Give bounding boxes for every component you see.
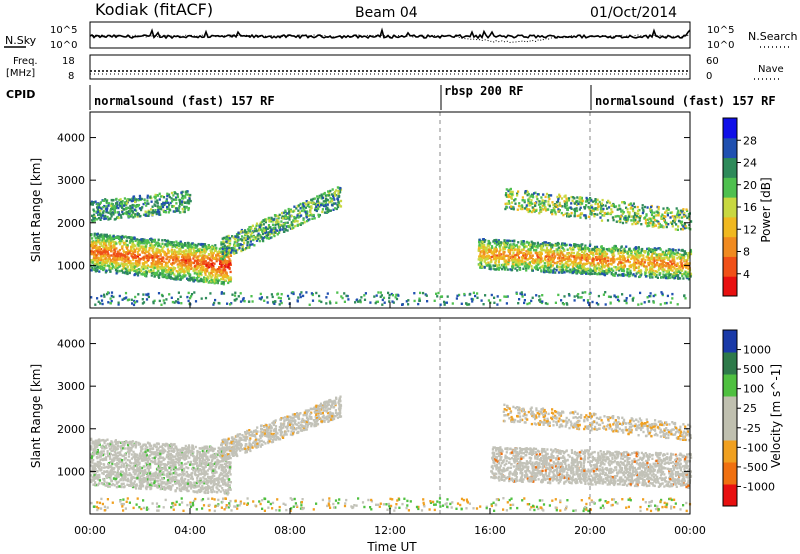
- power-colorbar-tick-5: 24: [743, 157, 757, 170]
- power-swatch-3: [723, 216, 737, 238]
- velocity-swatch-1: [723, 462, 737, 485]
- velocity-swatch-0: [723, 484, 737, 507]
- cpid-label: CPID: [6, 88, 35, 101]
- cpid-segment-3: normalsound (fast) 157 RF: [595, 94, 776, 108]
- velocity-colorbar-label: Velocity [m s^-1]: [769, 364, 783, 468]
- velocity-ytick-1: 2000: [57, 423, 85, 436]
- freq-panel: Freq. [MHz] 18 8 60 0 Nave: [6, 54, 784, 82]
- power-swatch-0: [723, 276, 737, 297]
- velocity-colorbar: 1000 500 100 25 -25 -100 -500 -1000: [722, 329, 775, 507]
- velocity-colorbar-tick-4: -25: [743, 422, 761, 435]
- velocity-swatch-7: [723, 330, 737, 353]
- velocity-swatch-3: [723, 418, 737, 441]
- velocity-band-late: [490, 446, 693, 489]
- power-band-late: [477, 238, 693, 281]
- freq-label: Freq.: [13, 56, 38, 67]
- power-swatch-8: [723, 118, 737, 139]
- power-colorbar-tick-6: 28: [743, 134, 757, 147]
- x-axis: 00:00 04:00 08:00 12:00 16:00 20:00 00:00: [74, 302, 706, 537]
- n-sky-tick-top: 10^5: [50, 25, 77, 36]
- nave-tick-top: 60: [706, 56, 719, 67]
- velocity-colorbar-tick-6: -500: [743, 461, 768, 474]
- x-tick-5: 20:00: [574, 524, 606, 537]
- freq-tick-top: 18: [62, 56, 75, 67]
- plot-title: Kodiak (fitACF): [95, 0, 213, 19]
- date-label: 01/Oct/2014: [590, 5, 677, 21]
- nave-label: Nave: [758, 64, 784, 75]
- velocity-band-early: [90, 437, 232, 496]
- power-colorbar-tick-1: 8: [743, 246, 750, 259]
- velocity-swatch-6: [723, 352, 737, 375]
- power-colorbar-label: Power [dB]: [759, 177, 773, 242]
- velocity-panel: 1000 2000 3000 4000 Slant Range [km]: [29, 317, 693, 515]
- velocity-arc: [220, 395, 343, 462]
- velocity-colorbar-tick-2: 100: [743, 383, 764, 396]
- noise-panel: N.Sky 10^5 10^0 10^5 10^0 N.Search: [4, 21, 798, 51]
- x-tick-1: 04:00: [174, 524, 206, 537]
- power-colorbar-tick-3: 16: [743, 201, 757, 214]
- cpid-segment-1: normalsound (fast) 157 RF: [94, 94, 275, 108]
- power-swatch-5: [723, 177, 737, 198]
- power-arc: [220, 186, 343, 261]
- velocity-colorbar-tick-7: -1000: [743, 480, 775, 493]
- velocity-swatch-5: [723, 374, 737, 397]
- velocity-colorbar-tick-0: 1000: [743, 344, 771, 357]
- n-search-tick-top: 10^5: [707, 25, 734, 36]
- power-band-early: [90, 232, 233, 286]
- power-colorbar-tick-2: 12: [743, 223, 757, 236]
- power-swatch-7: [723, 137, 737, 159]
- x-axis-label: Time UT: [366, 540, 417, 554]
- x-tick-0: 00:00: [74, 524, 106, 537]
- x-tick-3: 12:00: [374, 524, 406, 537]
- velocity-colorbar-tick-5: -100: [743, 441, 768, 454]
- power-ytick-3: 4000: [57, 132, 85, 145]
- power-arc-late: [504, 187, 693, 231]
- velocity-swatch-2: [723, 440, 737, 463]
- cpid-segment-2: rbsp 200 RF: [444, 84, 523, 98]
- n-sky-tick-bottom: 10^0: [50, 40, 77, 51]
- velocity-ytick-3: 4000: [57, 338, 85, 351]
- velocity-colorbar-tick-1: 500: [743, 363, 764, 376]
- power-ytick-0: 1000: [57, 259, 85, 272]
- power-colorbar: 4 8 12 16 20 24 28: [722, 117, 757, 297]
- noise-search-line: [90, 34, 691, 44]
- velocity-ylabel: Slant Range [km]: [29, 364, 43, 468]
- nave-tick-bottom: 0: [706, 71, 712, 82]
- velocity-ytick-2: 3000: [57, 380, 85, 393]
- power-ytick-1: 2000: [57, 217, 85, 230]
- x-tick-6: 00:00: [674, 524, 706, 537]
- velocity-swatch-4: [723, 396, 737, 419]
- freq-unit-label: [MHz]: [6, 68, 35, 79]
- velocity-arc-late: [502, 403, 692, 442]
- velocity-colorbar-tick-3: 25: [743, 402, 757, 415]
- power-speckle: [90, 291, 687, 307]
- power-ytick-2: 3000: [57, 174, 85, 187]
- noise-sky-line: [89, 27, 691, 40]
- velocity-ytick-0: 1000: [57, 465, 85, 478]
- power-colorbar-tick-4: 20: [743, 179, 757, 192]
- beam-label: Beam 04: [355, 5, 418, 21]
- x-tick-2: 08:00: [274, 524, 306, 537]
- n-search-tick-bottom: 10^0: [707, 40, 734, 51]
- power-swatch-6: [723, 157, 737, 178]
- n-sky-label: N.Sky: [5, 34, 37, 47]
- power-band-upper: [90, 190, 192, 223]
- velocity-speckle: [90, 497, 692, 513]
- power-colorbar-tick-0: 4: [743, 268, 750, 281]
- cpid-bar: CPID normalsound (fast) 157 RF rbsp 200 …: [6, 84, 776, 110]
- freq-tick-bottom: 8: [68, 71, 74, 82]
- x-tick-4: 16:00: [474, 524, 506, 537]
- power-ylabel: Slant Range [km]: [29, 158, 43, 262]
- power-swatch-4: [723, 197, 737, 218]
- power-swatch-2: [723, 236, 737, 257]
- n-search-label: N.Search: [748, 30, 798, 43]
- power-swatch-1: [723, 256, 737, 277]
- power-panel: 1000 2000 3000 4000 Slant Range [km]: [29, 111, 693, 309]
